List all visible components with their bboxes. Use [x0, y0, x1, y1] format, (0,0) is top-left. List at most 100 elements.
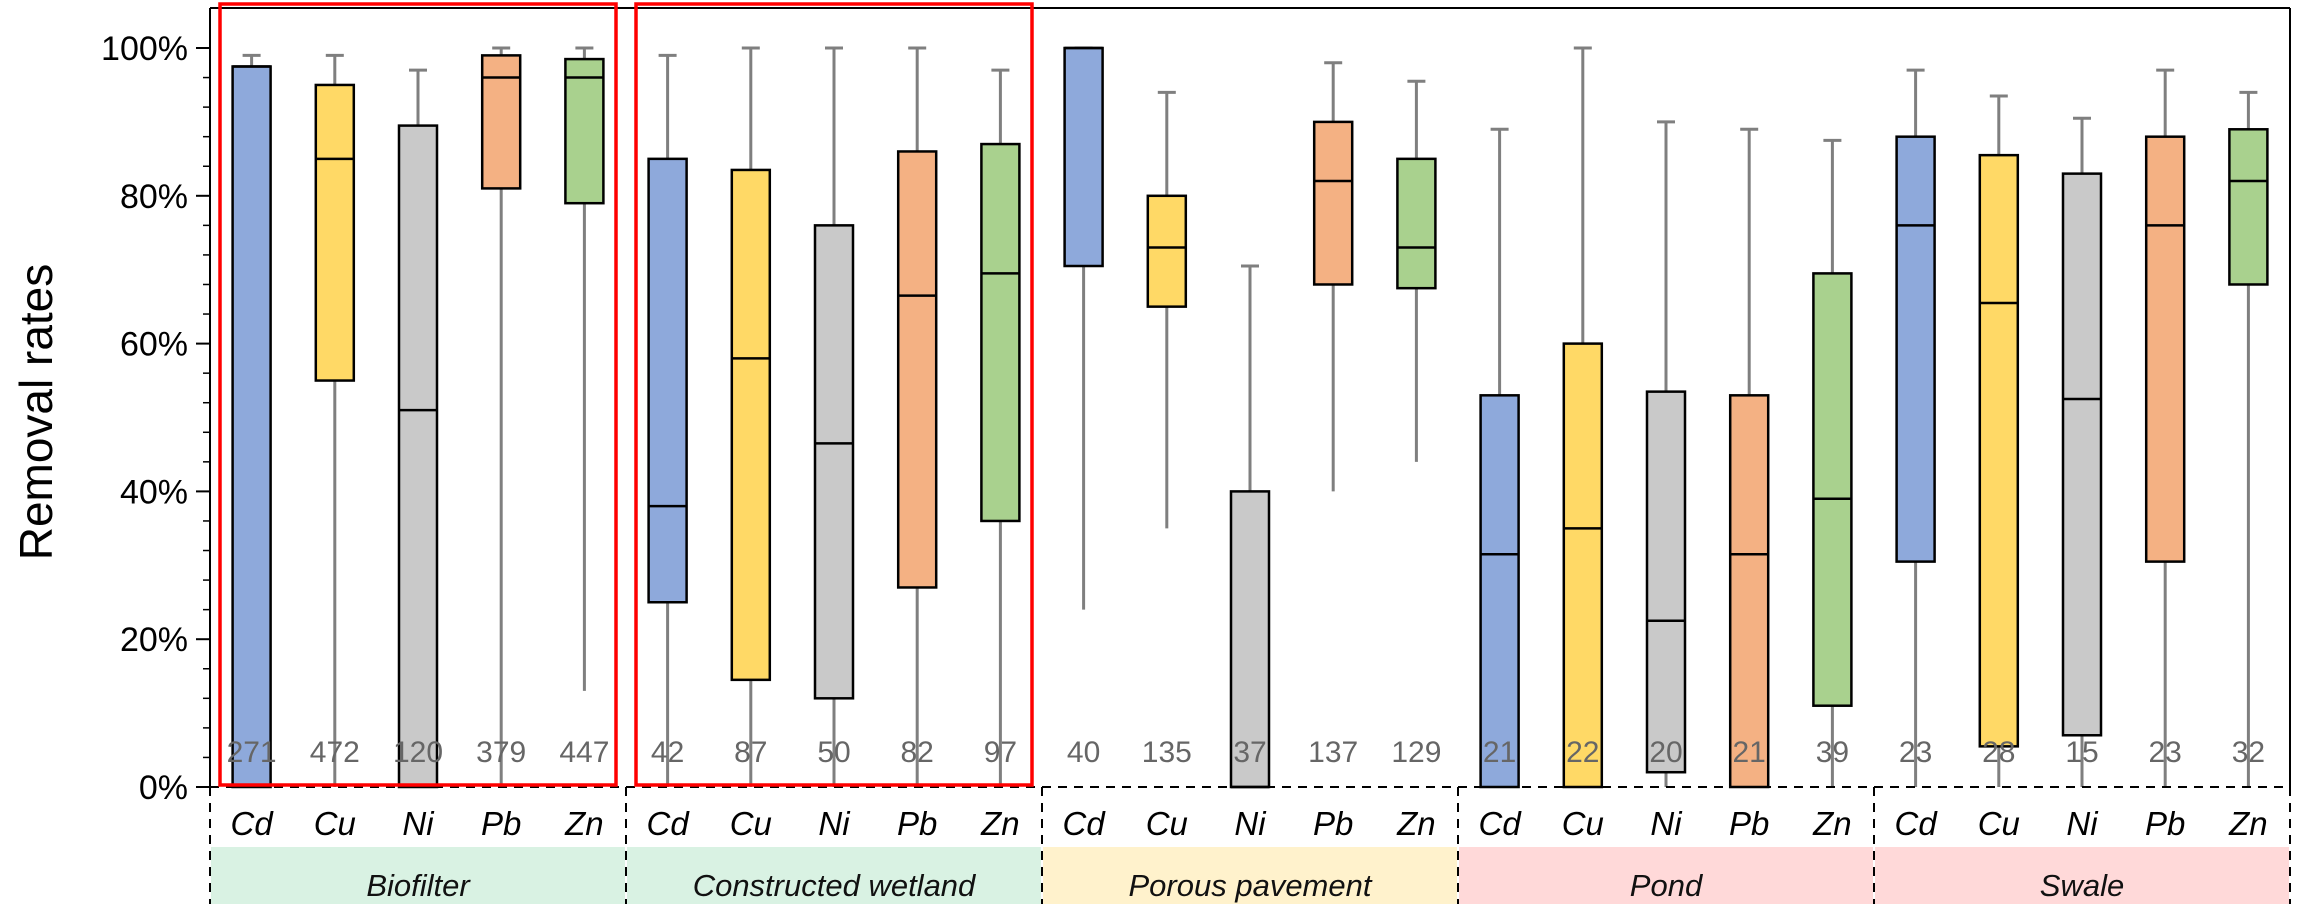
y-axis-ticks: 0% 20% 40% 60% 80% 100%	[101, 8, 211, 807]
metal-label: Cu	[730, 805, 772, 842]
box-Pb	[480, 54, 522, 190]
metal-label: Cd	[647, 805, 691, 842]
sample-count: 32	[2232, 736, 2265, 769]
group-label: Constructed wetland	[693, 868, 977, 903]
sample-count: 37	[1233, 736, 1266, 769]
sample-count: 23	[2149, 736, 2182, 769]
metal-label: Cd	[1895, 805, 1939, 842]
group-label: Porous pavement	[1129, 868, 1373, 903]
box-Cu	[730, 168, 772, 682]
box-Zn	[1812, 272, 1853, 707]
sample-count: 39	[1816, 736, 1849, 769]
group-label: Pond	[1630, 868, 1704, 903]
metal-label: Zn	[1812, 805, 1852, 842]
metal-label: Ni	[402, 805, 435, 842]
group-band	[627, 847, 1041, 904]
group-band	[1459, 847, 1873, 904]
highlight-box	[218, 2, 618, 787]
y-tick-label: 100%	[101, 30, 188, 68]
metal-label: Ni	[818, 805, 851, 842]
metal-label: Ni	[2066, 805, 2099, 842]
highlight-box	[634, 2, 1034, 787]
y-tick-label: 0%	[139, 769, 188, 807]
box-Cd	[647, 157, 688, 604]
sample-count: 129	[1391, 736, 1441, 769]
metal-label: Zn	[1396, 805, 1436, 842]
sample-count: 21	[1733, 736, 1766, 769]
box-Zn	[980, 142, 1021, 523]
sample-count: 379	[476, 736, 526, 769]
sample-count: 82	[901, 736, 934, 769]
metal-label: Pb	[2145, 805, 2185, 842]
sample-count: 22	[1566, 736, 1599, 769]
metal-label: Zn	[980, 805, 1020, 842]
metal-label: Cd	[231, 805, 275, 842]
group-label: Biofilter	[366, 868, 471, 903]
box-Cu	[1562, 342, 1604, 789]
metal-label: Pb	[897, 805, 937, 842]
sample-count: 15	[2065, 736, 2098, 769]
box-Ni	[2061, 172, 2103, 737]
box-Ni	[397, 124, 439, 789]
y-tick-label: 20%	[120, 621, 188, 659]
metal-label: Cu	[1146, 805, 1188, 842]
metal-label: Cu	[1562, 805, 1604, 842]
sample-count: 42	[651, 736, 684, 769]
group-band	[211, 847, 625, 904]
box-Pb	[1728, 394, 1770, 789]
group-band	[1043, 847, 1457, 904]
box-Pb	[2144, 135, 2186, 563]
box-Cu	[1146, 194, 1188, 308]
metal-label: Cd	[1063, 805, 1107, 842]
sample-count: 120	[393, 736, 443, 769]
sample-count: 97	[984, 736, 1017, 769]
box-Zn	[564, 57, 605, 205]
metal-label: Ni	[1234, 805, 1267, 842]
sample-count: 87	[734, 736, 767, 769]
metal-label: Pb	[1313, 805, 1353, 842]
box-Cu	[314, 83, 356, 382]
metal-label: Pb	[1729, 805, 1769, 842]
sample-count: 472	[310, 736, 360, 769]
box-Cd	[1895, 135, 1936, 563]
sample-counts: 271 472 120 379 447 42 87 50 82 97 40 135 37 137 129 21…	[227, 736, 2266, 769]
sample-count: 447	[559, 736, 609, 769]
y-tick-label: 40%	[120, 473, 188, 511]
plot-frame	[210, 2, 2291, 788]
box-Ni	[813, 224, 855, 700]
sample-count: 137	[1308, 736, 1358, 769]
sample-count: 23	[1899, 736, 1932, 769]
box-Ni	[1229, 490, 1271, 789]
sample-count: 20	[1649, 736, 1682, 769]
y-tick-label: 60%	[120, 326, 188, 364]
box-Zn	[1396, 157, 1437, 290]
metal-label: Cd	[1479, 805, 1523, 842]
sample-count: 28	[1982, 736, 2015, 769]
box-Pb	[896, 150, 938, 589]
sample-count: 40	[1067, 736, 1100, 769]
box-Pb	[1312, 120, 1354, 286]
y-tick-label: 80%	[120, 178, 188, 216]
box-Cd	[1479, 394, 1520, 789]
metal-label: Cu	[314, 805, 356, 842]
sample-count: 271	[227, 736, 277, 769]
box-Zn	[2228, 128, 2269, 286]
sample-count: 135	[1142, 736, 1192, 769]
y-axis-label: Removal rates	[10, 264, 62, 561]
sample-count: 21	[1483, 736, 1516, 769]
metal-label: Cu	[1978, 805, 2020, 842]
box-Cu	[1978, 153, 2020, 748]
box-Ni	[1645, 390, 1687, 774]
metal-label: Pb	[481, 805, 521, 842]
metal-label: Zn	[564, 805, 604, 842]
sample-count: 50	[817, 736, 850, 769]
metal-label: Zn	[2228, 805, 2268, 842]
box-Cd	[1063, 46, 1104, 268]
group-label: Swale	[2040, 868, 2124, 903]
metal-label: Ni	[1650, 805, 1683, 842]
boxes-layer	[231, 46, 2269, 789]
group-band	[1875, 847, 2289, 904]
box-Cd	[231, 65, 272, 789]
